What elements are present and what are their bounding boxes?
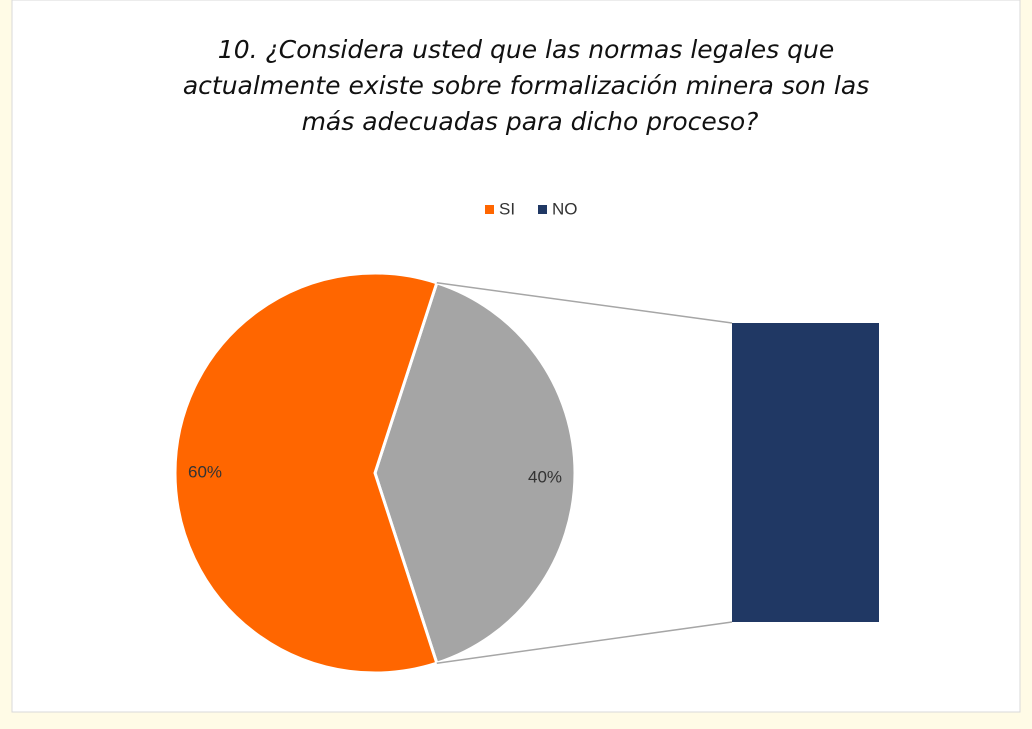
data-label: 40% bbox=[528, 467, 562, 486]
legend-label: NO bbox=[552, 199, 578, 218]
connector bbox=[436, 621, 733, 664]
legend-swatch bbox=[485, 205, 494, 214]
chart-title: 10. ¿Considera usted que las normas lega… bbox=[183, 35, 877, 136]
title-line: actualmente existe sobre formalización m… bbox=[183, 71, 877, 100]
pie-slice bbox=[173, 271, 439, 675]
title-line: más adecuadas para dicho proceso? bbox=[302, 107, 759, 136]
data-label: 60% bbox=[188, 462, 222, 481]
split-slice bbox=[373, 280, 577, 666]
legend-swatch bbox=[538, 205, 547, 214]
connector bbox=[436, 282, 733, 324]
bar-segment bbox=[732, 323, 879, 622]
title-line: 10. ¿Considera usted que las normas lega… bbox=[218, 35, 842, 64]
legend-label: SI bbox=[499, 199, 515, 218]
